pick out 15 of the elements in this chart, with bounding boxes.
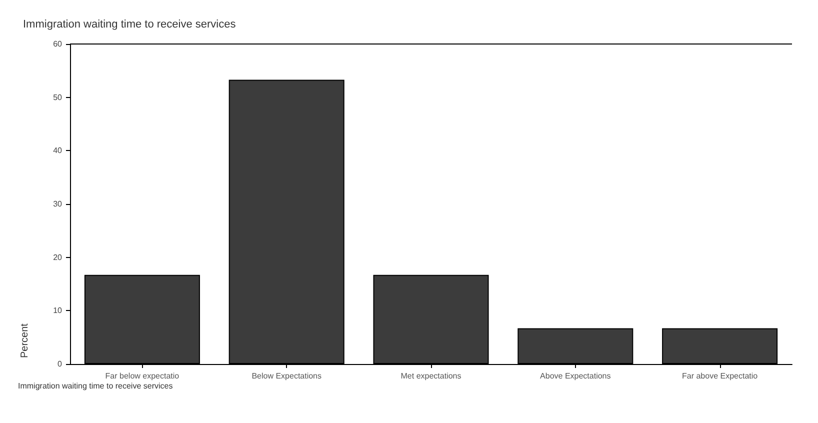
x-tick-label: Far below expectatio [105,372,180,380]
y-tick-label: 0 [58,360,63,368]
x-tick-label: Met expectations [400,372,462,380]
y-tick-label: 20 [53,252,63,262]
y-tick-label: 40 [53,146,63,156]
y-tick-label: 60 [53,40,63,48]
x-tick-label: Below Expectations [252,372,322,380]
y-tick-label: 30 [53,200,63,208]
y-axis-title: Percent [20,323,30,358]
x-tick-label: Far above Expectatio [682,372,758,380]
x-tick-label: Above Expectations [540,372,611,380]
y-tick-label: 10 [53,306,63,316]
y-tick-label: 50 [53,92,63,102]
chart-title: Immigration waiting time to receive services [23,18,236,30]
x-axis-title: Immigration waiting time to receive services [18,382,173,390]
